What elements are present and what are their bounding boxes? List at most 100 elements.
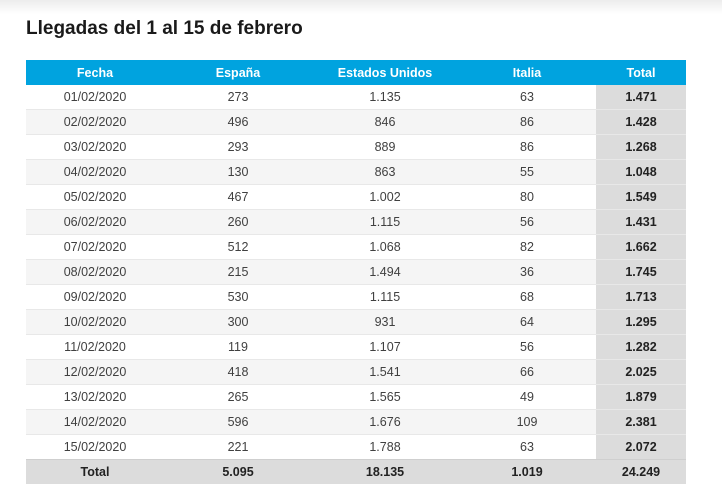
cell-espana: 596 [164,410,312,435]
footer-grand-total: 24.249 [596,460,686,484]
cell-espana: 467 [164,185,312,210]
cell-fecha: 02/02/2020 [26,110,164,135]
cell-italia: 63 [458,435,596,460]
cell-espana: 265 [164,385,312,410]
cell-estados-unidos: 1.541 [312,360,458,385]
cell-italia: 55 [458,160,596,185]
cell-italia: 36 [458,260,596,285]
cell-espana: 530 [164,285,312,310]
cell-fecha: 04/02/2020 [26,160,164,185]
footer-estados-unidos-total: 18.135 [312,460,458,484]
page-title: Llegadas del 1 al 15 de febrero [26,18,303,40]
cell-estados-unidos: 1.115 [312,285,458,310]
cell-total: 1.295 [596,310,686,335]
cell-espana: 418 [164,360,312,385]
cell-fecha: 09/02/2020 [26,285,164,310]
cell-estados-unidos: 1.135 [312,85,458,110]
cell-italia: 68 [458,285,596,310]
cell-total: 1.282 [596,335,686,360]
cell-total: 1.745 [596,260,686,285]
cell-total: 1.662 [596,235,686,260]
cell-estados-unidos: 863 [312,160,458,185]
cell-total: 1.431 [596,210,686,235]
cell-estados-unidos: 889 [312,135,458,160]
column-header-estados-unidos: Estados Unidos [312,60,458,85]
footer-label: Total [26,460,164,484]
cell-estados-unidos: 1.107 [312,335,458,360]
cell-fecha: 14/02/2020 [26,410,164,435]
footer-italia-total: 1.019 [458,460,596,484]
cell-total: 1.268 [596,135,686,160]
cell-estados-unidos: 1.068 [312,235,458,260]
cell-italia: 80 [458,185,596,210]
column-header-total: Total [596,60,686,85]
cell-total: 2.381 [596,410,686,435]
cell-italia: 82 [458,235,596,260]
cell-italia: 86 [458,110,596,135]
cell-estados-unidos: 1.115 [312,210,458,235]
table-footer-row: Total 5.095 18.135 1.019 24.249 [26,460,686,484]
cell-italia: 63 [458,85,596,110]
cell-estados-unidos: 1.494 [312,260,458,285]
cell-espana: 300 [164,310,312,335]
cell-espana: 215 [164,260,312,285]
cell-total: 1.048 [596,160,686,185]
cell-espana: 293 [164,135,312,160]
table-header-row: Fecha España Estados Unidos Italia Total [26,60,686,85]
cell-fecha: 05/02/2020 [26,185,164,210]
cell-estados-unidos: 846 [312,110,458,135]
cell-total: 1.713 [596,285,686,310]
column-header-espana: España [164,60,312,85]
cell-espana: 512 [164,235,312,260]
cell-total: 1.549 [596,185,686,210]
cell-estados-unidos: 1.676 [312,410,458,435]
cell-estados-unidos: 931 [312,310,458,335]
cell-fecha: 11/02/2020 [26,335,164,360]
cell-italia: 66 [458,360,596,385]
cell-fecha: 12/02/2020 [26,360,164,385]
cell-espana: 130 [164,160,312,185]
cell-total: 2.025 [596,360,686,385]
cell-total: 1.879 [596,385,686,410]
cell-fecha: 07/02/2020 [26,235,164,260]
cell-espana: 221 [164,435,312,460]
cell-estados-unidos: 1.002 [312,185,458,210]
cell-total: 2.072 [596,435,686,460]
cell-italia: 86 [458,135,596,160]
cell-italia: 56 [458,210,596,235]
cell-italia: 109 [458,410,596,435]
cell-espana: 119 [164,335,312,360]
cell-espana: 273 [164,85,312,110]
cell-fecha: 08/02/2020 [26,260,164,285]
cell-espana: 496 [164,110,312,135]
column-header-fecha: Fecha [26,60,164,85]
cell-fecha: 15/02/2020 [26,435,164,460]
cell-total: 1.471 [596,85,686,110]
arrivals-table: Fecha España Estados Unidos Italia Total… [26,60,686,484]
top-shadow [0,0,722,14]
cell-fecha: 01/02/2020 [26,85,164,110]
cell-fecha: 13/02/2020 [26,385,164,410]
column-header-italia: Italia [458,60,596,85]
cell-italia: 49 [458,385,596,410]
cell-espana: 260 [164,210,312,235]
cell-estados-unidos: 1.788 [312,435,458,460]
cell-italia: 64 [458,310,596,335]
footer-espana-total: 5.095 [164,460,312,484]
cell-fecha: 10/02/2020 [26,310,164,335]
cell-fecha: 03/02/2020 [26,135,164,160]
